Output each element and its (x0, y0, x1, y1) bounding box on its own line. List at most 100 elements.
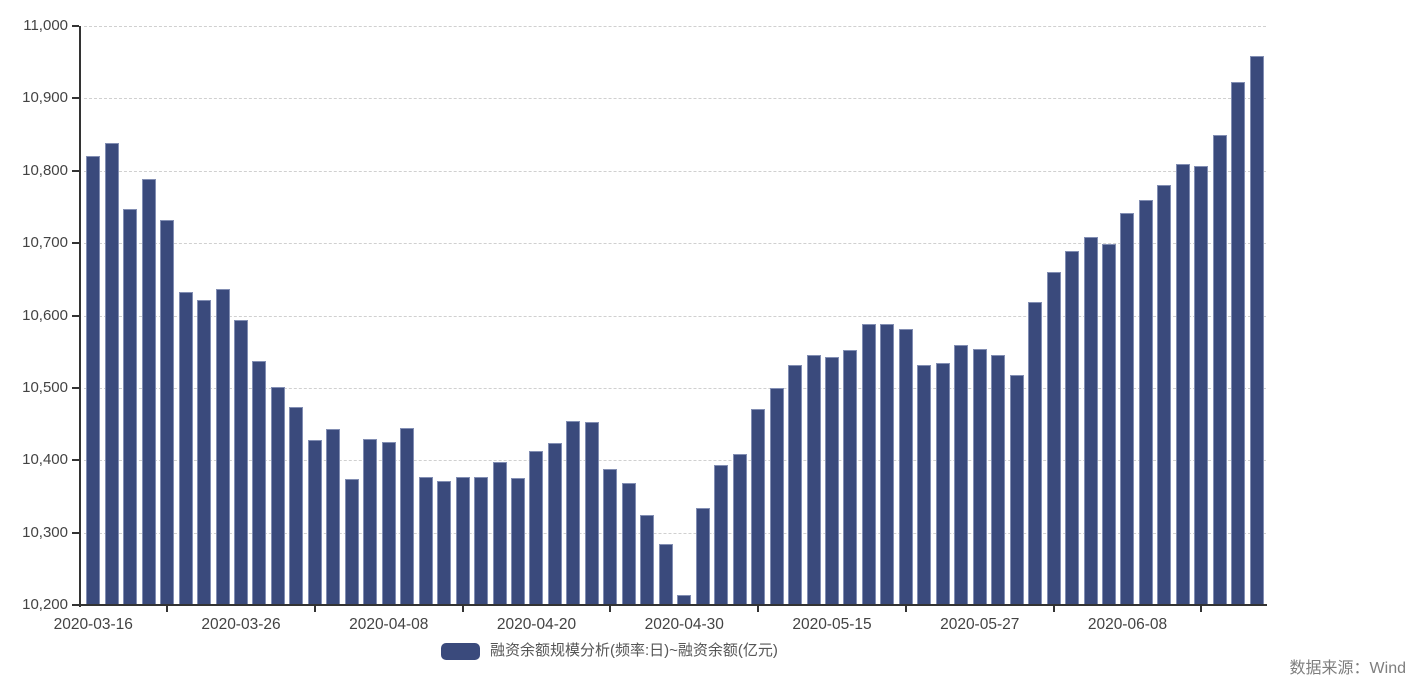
bar[interactable] (233, 319, 248, 605)
bar[interactable] (492, 461, 507, 605)
bar[interactable] (1175, 163, 1190, 605)
bar[interactable] (474, 476, 489, 605)
bar[interactable] (289, 407, 304, 605)
bar[interactable] (529, 450, 544, 605)
bar[interactable] (400, 428, 415, 605)
gridline (84, 387, 1266, 389)
bar[interactable] (1083, 236, 1098, 605)
bar[interactable] (788, 364, 803, 605)
x-axis-label: 2020-04-30 (644, 616, 724, 633)
gridline (84, 98, 1266, 100)
y-axis-label: 10,600 (22, 306, 68, 324)
bar[interactable] (104, 142, 119, 605)
bar[interactable] (751, 408, 766, 605)
bar[interactable] (307, 439, 322, 605)
legend-item[interactable]: 融资余额规模分析(频率:日)~融资余额(亿元) (441, 642, 778, 660)
bar[interactable] (344, 479, 359, 605)
bar[interactable] (1231, 82, 1246, 605)
y-axis-tick (72, 386, 79, 389)
y-axis-tick (72, 314, 79, 317)
y-axis-tick (72, 604, 79, 606)
bar[interactable] (806, 355, 821, 605)
bar[interactable] (197, 300, 212, 605)
x-axis-tick (757, 606, 760, 612)
gridline (84, 532, 1266, 534)
y-axis-tick (72, 459, 79, 462)
gridline (84, 26, 1266, 27)
x-axis-tick (609, 606, 612, 612)
bar[interactable] (584, 421, 599, 605)
x-axis-label: 2020-04-08 (349, 616, 429, 633)
legend-label: 融资余额规模分析(频率:日)~融资余额(亿元) (490, 642, 778, 659)
y-axis-label: 10,200 (22, 596, 68, 613)
y-axis-label: 10,700 (22, 234, 68, 252)
bar[interactable] (1046, 272, 1061, 605)
bar[interactable] (437, 480, 452, 605)
bar[interactable] (511, 478, 526, 605)
bar[interactable] (1120, 212, 1135, 605)
bar[interactable] (86, 155, 101, 605)
bar[interactable] (455, 476, 470, 605)
bar[interactable] (566, 421, 581, 605)
x-axis-tick (1200, 606, 1203, 612)
x-axis-line (79, 604, 1267, 606)
bar[interactable] (658, 544, 673, 605)
y-axis-label: 10,800 (22, 161, 68, 179)
x-axis-tick (461, 606, 464, 612)
bar[interactable] (824, 357, 839, 605)
bar[interactable] (1065, 251, 1080, 605)
bar[interactable] (677, 594, 692, 605)
bar[interactable] (1157, 185, 1172, 605)
bar[interactable] (326, 429, 341, 605)
bar[interactable] (178, 292, 193, 605)
bar[interactable] (732, 454, 747, 605)
bar[interactable] (160, 219, 175, 605)
bar[interactable] (972, 348, 987, 605)
x-axis-tick (313, 606, 316, 612)
bar[interactable] (123, 209, 138, 605)
y-axis-label: 10,300 (22, 523, 68, 541)
bar[interactable] (252, 361, 267, 605)
bar[interactable] (640, 515, 655, 605)
bar[interactable] (1212, 134, 1227, 605)
bar[interactable] (1249, 56, 1264, 605)
bar[interactable] (769, 387, 784, 605)
y-axis-tick (72, 97, 79, 100)
bar[interactable] (843, 350, 858, 605)
bar[interactable] (270, 387, 285, 605)
bar[interactable] (861, 324, 876, 605)
gridline (84, 243, 1266, 245)
bar[interactable] (621, 483, 636, 605)
y-axis-label: 10,500 (22, 378, 68, 396)
y-axis-label: 10,400 (22, 451, 68, 469)
x-axis-tick (1052, 606, 1055, 612)
bar[interactable] (363, 439, 378, 605)
bar[interactable] (215, 288, 230, 605)
bar[interactable] (1102, 243, 1117, 605)
bar[interactable] (880, 324, 895, 605)
bar[interactable] (898, 329, 913, 605)
bar[interactable] (1009, 374, 1024, 605)
bar[interactable] (714, 465, 729, 605)
bar[interactable] (1138, 199, 1153, 605)
bar[interactable] (1194, 165, 1209, 605)
bar[interactable] (935, 362, 950, 605)
bar[interactable] (917, 364, 932, 605)
x-axis-label: 2020-03-26 (201, 616, 281, 633)
bar[interactable] (1028, 301, 1043, 605)
bar[interactable] (381, 442, 396, 605)
data-source-note: 数据来源：Wind (1289, 660, 1406, 677)
bar[interactable] (991, 355, 1006, 605)
bar[interactable] (695, 508, 710, 605)
x-axis-label: 2020-06-08 (1087, 616, 1168, 633)
bar[interactable] (603, 468, 618, 605)
bar[interactable] (954, 345, 969, 605)
bar[interactable] (547, 442, 562, 605)
x-axis-label: 2020-05-15 (792, 616, 872, 633)
x-axis-label: 2020-03-16 (53, 616, 133, 633)
bar[interactable] (141, 178, 156, 605)
gridline (84, 315, 1266, 317)
bar[interactable] (418, 476, 433, 605)
y-axis-tick (72, 242, 79, 245)
